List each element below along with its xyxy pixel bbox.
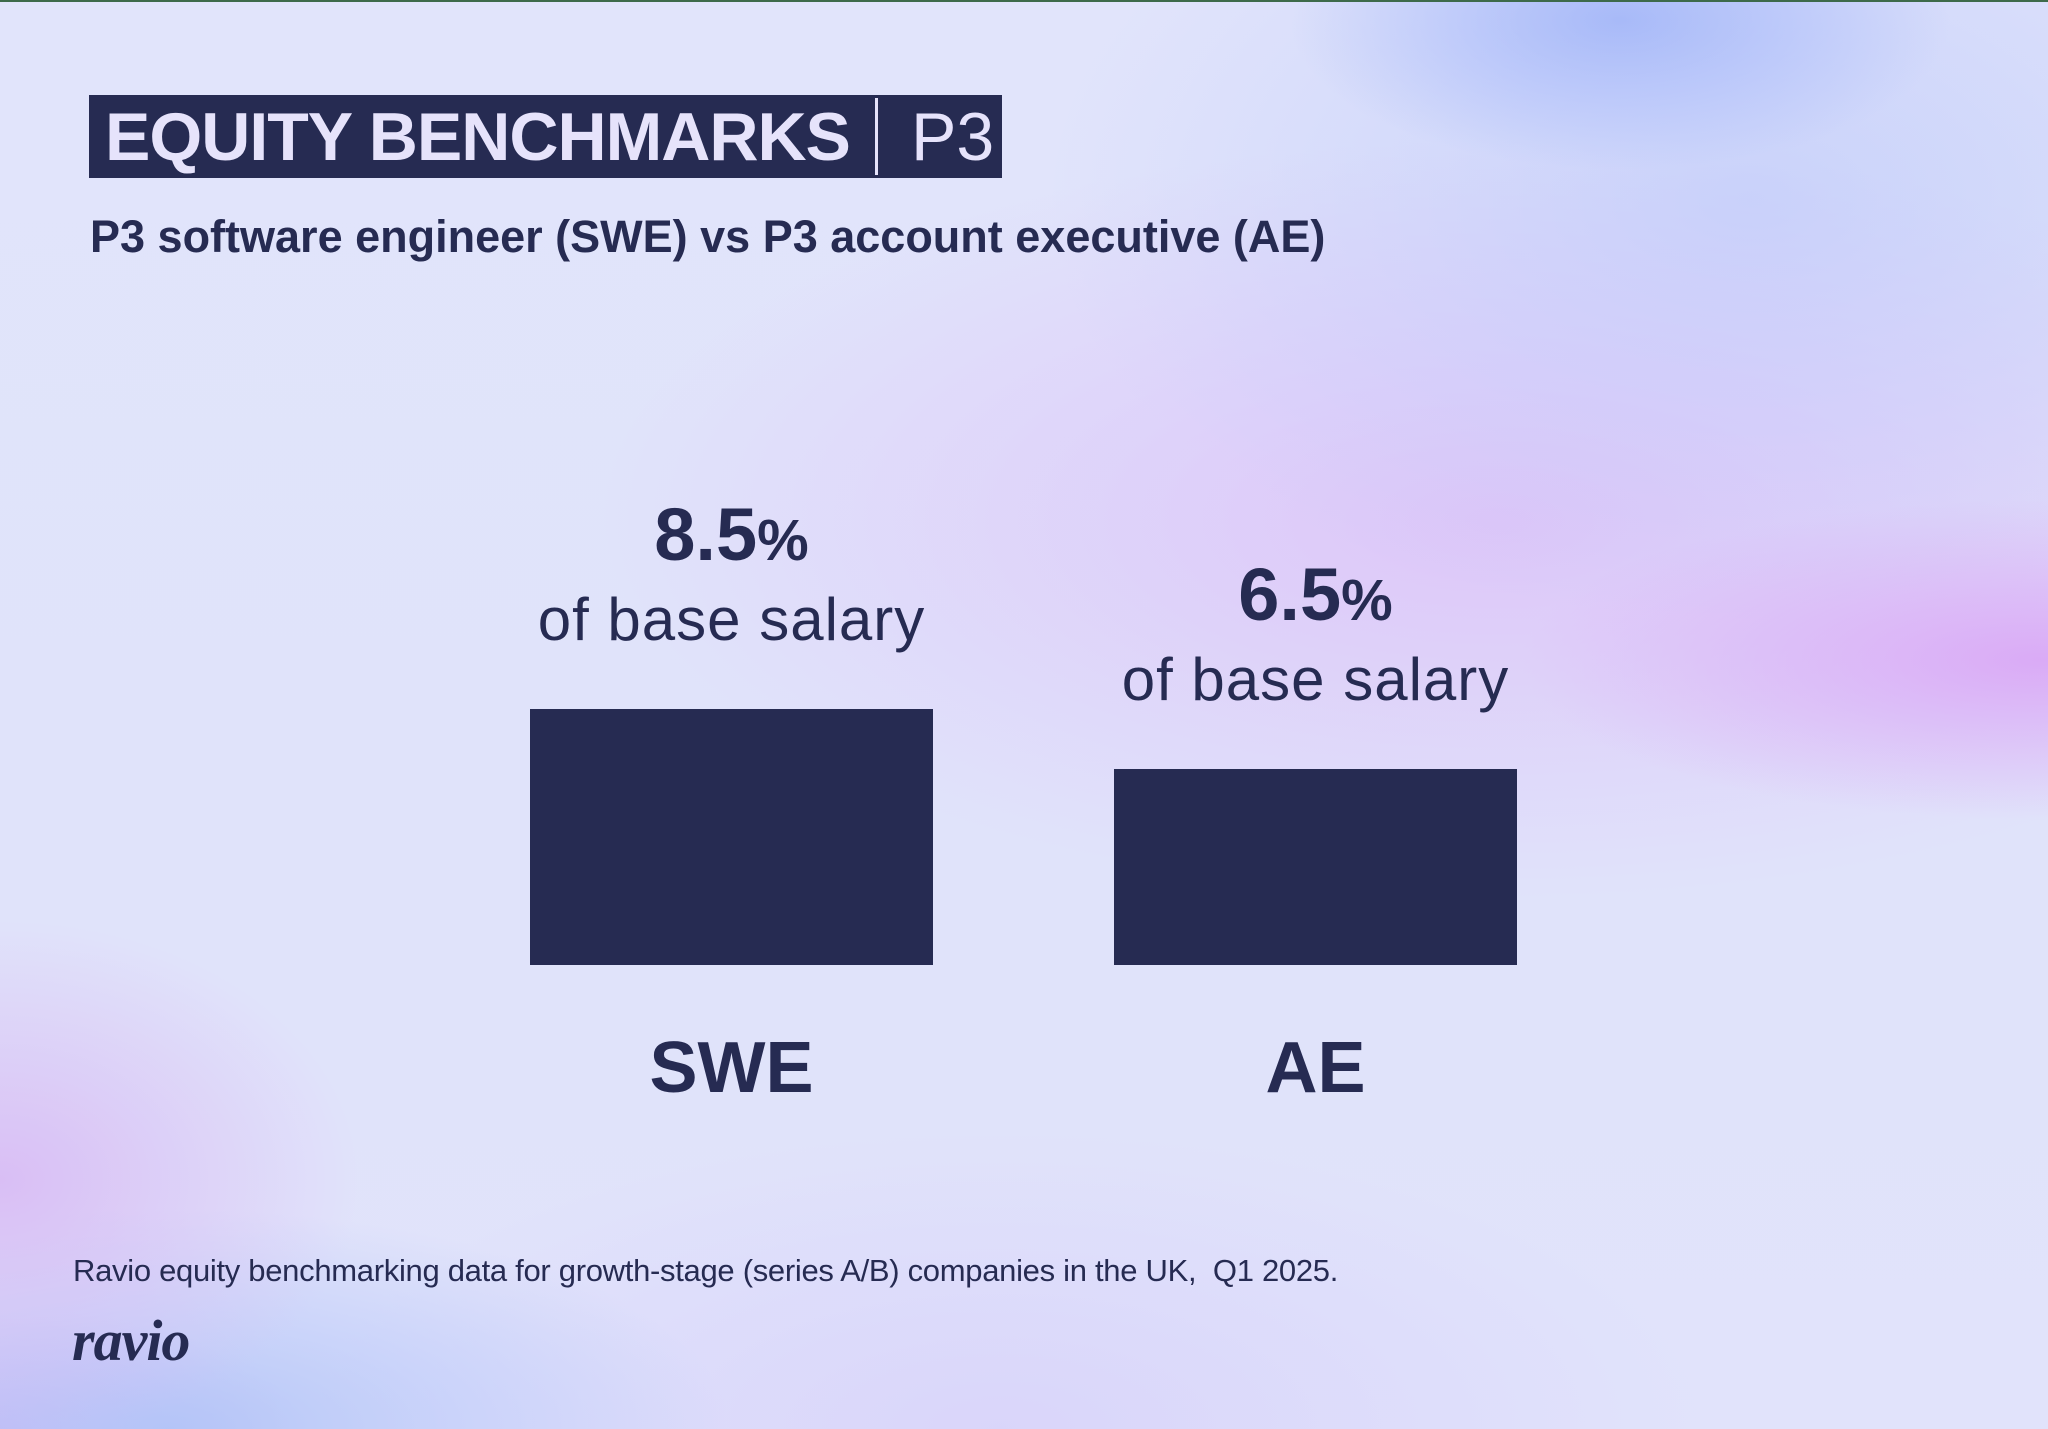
bar-swe [530,709,933,965]
ravio-logo: ravio [72,1308,190,1373]
value-description: of base salary [1121,646,1510,713]
title-divider [875,98,878,175]
category-label-ae: AE [1265,1028,1366,1108]
top-border [0,0,2048,2]
bar-group-swe: 8.5% of base salary SWE [530,0,933,1429]
level-badge: P3 [911,98,995,175]
category-label-swe: SWE [649,1028,814,1108]
percent-symbol: % [1341,568,1393,633]
value-number: 8.5 [654,493,758,576]
value-description: of base salary [537,586,926,653]
value-number: 6.5 [1238,553,1342,636]
percent-symbol: % [757,508,809,573]
page-title: EQUITY BENCHMARKS [105,98,851,175]
title-banner: EQUITY BENCHMARKS P3 [89,95,1002,178]
bar-group-ae: 6.5% of base salary AE [1114,0,1517,1429]
source-footnote: Ravio equity benchmarking data for growt… [73,1253,1339,1288]
chart-subtitle: P3 software engineer (SWE) vs P3 account… [90,211,1326,262]
bar-ae [1114,769,1517,965]
value-label-swe: 8.5% [530,498,933,572]
value-label-ae: 6.5% [1114,558,1517,632]
